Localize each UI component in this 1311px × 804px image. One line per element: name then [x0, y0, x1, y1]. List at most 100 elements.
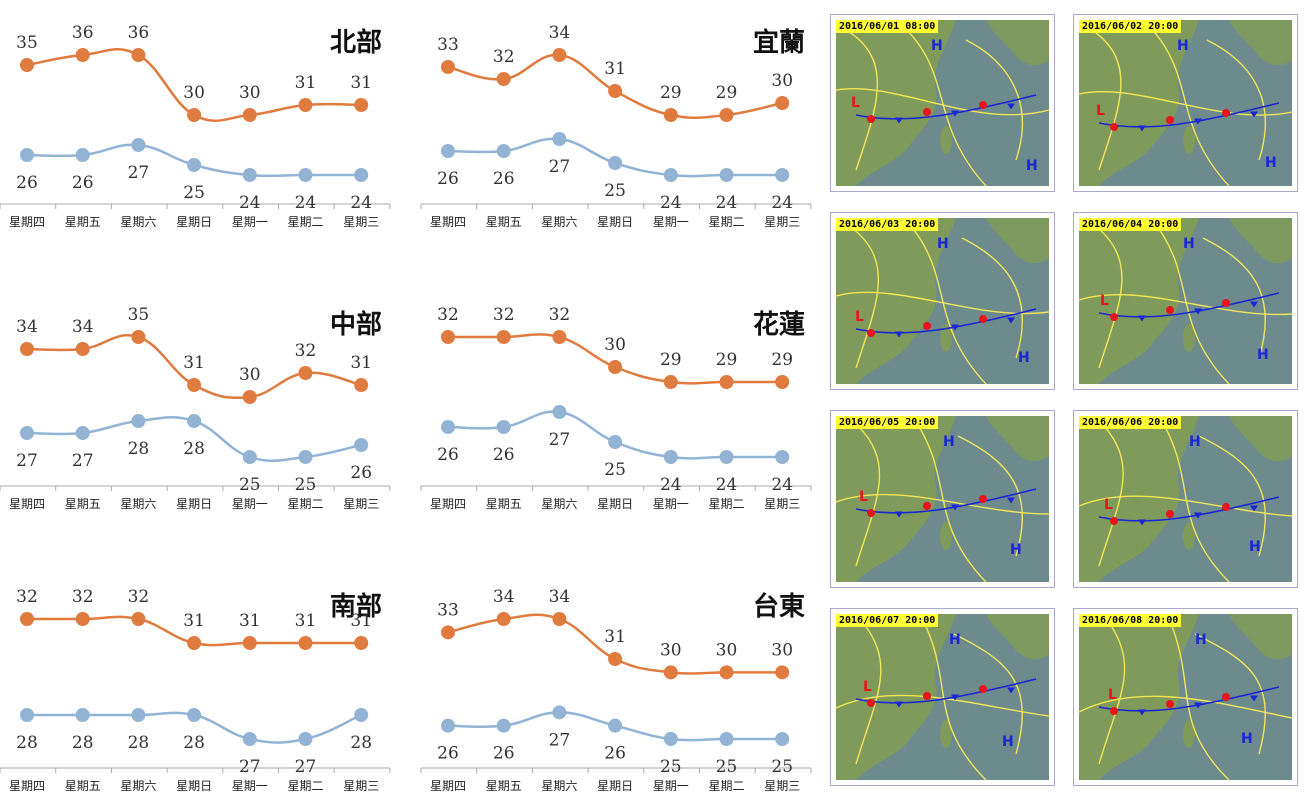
chart-title: 北部: [330, 28, 383, 58]
x-tick-label: 星期六: [541, 215, 577, 229]
cold-front-marker: [1138, 519, 1146, 526]
isobar-line: [1079, 495, 1292, 517]
data-point-low: [719, 450, 734, 464]
weather-map-image: H H L: [836, 218, 1049, 384]
data-label-high: 29: [716, 83, 738, 103]
warm-front-marker: [1222, 693, 1230, 701]
data-point-high: [20, 612, 34, 626]
data-point-low: [496, 144, 511, 158]
data-label-low: 24: [350, 193, 372, 213]
low-pressure-symbol: L: [851, 95, 860, 111]
map-date-label: 2016/06/07 20:00: [836, 614, 939, 627]
map-land: [1079, 416, 1199, 582]
cold-front-marker: [1007, 317, 1015, 324]
high-pressure-symbol: H: [949, 632, 961, 648]
map-land: [986, 416, 1049, 462]
map-land: [836, 416, 956, 582]
data-point-high: [441, 330, 455, 344]
data-label-low: 26: [493, 744, 515, 764]
data-point-low: [608, 435, 623, 449]
isobar-line: [953, 633, 1023, 755]
data-label-high: 32: [295, 341, 317, 361]
chart-yilan: 宜蘭 星期四 星期五 星期六 星期日 星期一 星期二 星期三 33 32 34 31 29 29 30 26…: [420, 0, 821, 240]
chart-title: 中部: [330, 310, 383, 340]
data-label-high: 32: [72, 587, 94, 607]
map-land: [1229, 218, 1292, 264]
map-land: [1229, 416, 1292, 462]
isobar-line: [1079, 90, 1292, 116]
map-date-label: 2016/06/03 20:00: [836, 218, 939, 231]
data-point-high: [608, 652, 623, 666]
x-tick-label: 星期四: [9, 497, 45, 511]
data-label-high: 29: [716, 350, 738, 370]
data-point-low: [719, 168, 734, 182]
data-point-low: [441, 718, 455, 733]
low-pressure-symbol: L: [855, 309, 864, 325]
data-label-high: 35: [16, 33, 38, 53]
isobar-line: [965, 39, 1024, 161]
isobar-line: [1079, 293, 1292, 316]
high-pressure-symbol: H: [937, 236, 949, 252]
data-label-high: 35: [128, 305, 150, 325]
high-pressure-symbol: H: [1002, 734, 1014, 750]
cold-front-marker: [1007, 687, 1015, 694]
data-label-high: 32: [493, 47, 515, 67]
chart-title: 南部: [330, 592, 383, 622]
x-tick-label: 星期一: [232, 779, 268, 793]
data-label-high: 31: [183, 353, 205, 373]
data-label-low: 27: [16, 451, 38, 471]
warm-front-marker: [979, 101, 987, 109]
weather-map: H H L 2016/06/05 20:00: [830, 410, 1055, 588]
isobar-line: [1079, 695, 1292, 719]
cold-front-marker: [895, 511, 903, 518]
data-label-high: 30: [771, 640, 793, 660]
data-label-low: 24: [771, 193, 793, 213]
x-tick-label: 星期三: [764, 497, 800, 511]
map-date-label: 2016/06/01 08:00: [836, 20, 939, 33]
x-tick-label: 星期四: [430, 497, 466, 511]
data-label-high: 31: [295, 73, 317, 93]
high-pressure-symbol: H: [1026, 158, 1038, 174]
data-point-high: [719, 665, 734, 680]
data-point-low: [187, 708, 202, 722]
data-label-high: 30: [660, 640, 682, 660]
weather-map-image: H H L: [1079, 218, 1292, 384]
data-label-low: 26: [437, 445, 459, 465]
data-label-high: 34: [16, 317, 38, 337]
data-label-low: 27: [72, 451, 94, 471]
data-point-low: [354, 438, 369, 452]
x-tick-label: 星期六: [541, 779, 577, 793]
weather-map: H H L 2016/06/07 20:00: [830, 608, 1055, 786]
x-tick-label: 星期二: [708, 497, 744, 511]
data-label-high: 32: [16, 587, 38, 607]
x-tick-label: 星期三: [343, 497, 379, 511]
isobar-line: [1206, 39, 1267, 161]
data-label-high: 34: [549, 587, 571, 607]
data-point-high: [496, 612, 511, 626]
data-point-high: [20, 342, 34, 356]
data-point-low: [75, 708, 90, 722]
data-point-low: [20, 426, 34, 440]
warm-front-marker: [1166, 116, 1174, 124]
data-point-high: [719, 375, 734, 389]
x-tick-label: 星期日: [597, 779, 633, 793]
data-point-low: [20, 148, 34, 162]
warm-front-marker: [923, 108, 931, 116]
data-point-high: [298, 98, 313, 112]
data-point-high: [354, 98, 369, 112]
isobar-line: [919, 614, 987, 780]
x-tick-label: 星期一: [232, 497, 268, 511]
data-point-low: [775, 168, 790, 182]
map-island: [940, 522, 952, 550]
data-point-high: [131, 48, 146, 62]
data-label-low: 24: [660, 193, 682, 213]
data-label-low: 24: [716, 193, 738, 213]
isobar-line: [1098, 425, 1124, 567]
map-island: [1183, 720, 1195, 748]
data-label-low: 26: [493, 445, 515, 465]
data-label-low: 26: [493, 169, 515, 189]
low-pressure-symbol: L: [1104, 497, 1113, 513]
cold-front-marker: [1250, 111, 1258, 118]
data-point-low: [298, 450, 313, 464]
data-label-high: 29: [660, 350, 682, 370]
